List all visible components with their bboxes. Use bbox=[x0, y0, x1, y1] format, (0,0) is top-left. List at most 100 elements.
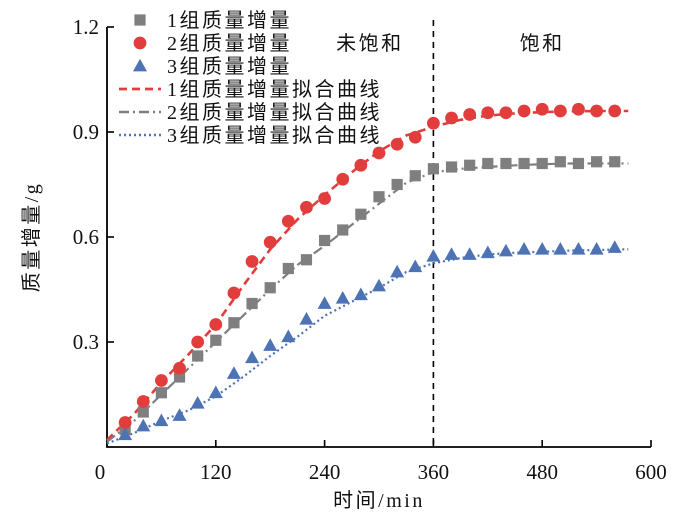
circle-marker bbox=[227, 286, 241, 300]
y-tick-label: 0.3 bbox=[73, 330, 99, 354]
legend-label: 3组质量增量 bbox=[167, 55, 292, 78]
x-axis-title: 时间/min bbox=[333, 489, 425, 512]
square-marker bbox=[427, 163, 439, 175]
circle-marker bbox=[209, 318, 223, 331]
y-tick-label: 0.6 bbox=[73, 225, 99, 249]
circle-marker bbox=[535, 102, 549, 116]
data-markers bbox=[118, 102, 622, 441]
legend-item-3: 3组质量增量 bbox=[133, 55, 292, 78]
square-marker bbox=[319, 234, 331, 247]
y-tick-label: 0.9 bbox=[73, 120, 99, 144]
triangle-marker bbox=[172, 408, 187, 421]
square-marker bbox=[246, 297, 258, 310]
legend-item-5: 2组质量增量拟合曲线 bbox=[119, 101, 380, 124]
series-1组质量增量 bbox=[119, 156, 621, 436]
triangle-marker bbox=[154, 413, 169, 427]
circle-marker bbox=[572, 102, 585, 116]
square-marker bbox=[137, 406, 149, 418]
x-tick-label: 240 bbox=[309, 460, 341, 484]
square-marker bbox=[210, 334, 222, 346]
circle-marker bbox=[336, 172, 350, 186]
triangle-marker bbox=[353, 287, 368, 301]
triangle-marker bbox=[335, 291, 350, 304]
circle-marker bbox=[118, 416, 132, 429]
legend-label: 2组质量增量 bbox=[167, 32, 292, 55]
square-marker bbox=[518, 157, 530, 170]
triangle-marker bbox=[498, 243, 513, 257]
circle-marker bbox=[191, 335, 205, 349]
triangle-marker bbox=[136, 418, 151, 432]
legend: 1组质量增量2组质量增量3组质量增量1组质量增量拟合曲线2组质量增量拟合曲线3组… bbox=[119, 9, 382, 147]
triangle-marker bbox=[535, 242, 550, 255]
legend-label: 3组质量增量拟合曲线 bbox=[167, 124, 382, 147]
y-axis-title: 质量增量/g bbox=[20, 182, 43, 293]
annotations: 未饱和 饱和 bbox=[336, 32, 562, 55]
circle-marker bbox=[263, 235, 277, 249]
square-marker bbox=[464, 159, 476, 171]
fit-curve-1 bbox=[106, 109, 629, 441]
fit-curve-2 bbox=[106, 162, 629, 443]
legend-square-icon bbox=[134, 14, 146, 26]
triangle-marker bbox=[281, 329, 296, 343]
circle-marker bbox=[173, 361, 186, 375]
square-marker bbox=[173, 371, 186, 383]
square-marker bbox=[300, 254, 313, 266]
triangle-marker bbox=[245, 350, 260, 364]
circle-marker bbox=[390, 137, 404, 151]
axes: 0 120 240 360 480 600 0.3 0.6 0.9 1.2 时间/min 质量增量/g bbox=[20, 15, 667, 512]
triangle-marker bbox=[408, 259, 423, 273]
circle-marker bbox=[463, 108, 477, 121]
square-marker bbox=[609, 156, 621, 168]
square-marker bbox=[337, 224, 349, 236]
circle-marker bbox=[372, 146, 386, 160]
legend-label: 1组质量增量拟合曲线 bbox=[167, 78, 382, 101]
circle-marker bbox=[408, 130, 422, 144]
triangle-marker bbox=[553, 242, 568, 255]
square-marker bbox=[554, 156, 566, 168]
square-marker bbox=[536, 157, 548, 170]
triangle-marker bbox=[299, 312, 314, 325]
square-marker bbox=[155, 387, 167, 399]
x-tick-label: 120 bbox=[200, 460, 232, 484]
triangle-marker bbox=[517, 242, 532, 255]
triangle-marker bbox=[190, 396, 205, 409]
square-marker bbox=[409, 170, 421, 182]
square-marker bbox=[591, 156, 603, 168]
circle-marker bbox=[354, 158, 368, 172]
triangle-marker bbox=[426, 249, 441, 262]
legend-item-2: 2组质量增量 bbox=[133, 32, 292, 55]
circle-marker bbox=[281, 214, 295, 228]
triangle-marker bbox=[462, 247, 477, 260]
legend-item-1: 1组质量增量 bbox=[134, 9, 290, 32]
circle-marker bbox=[318, 192, 331, 205]
triangle-marker bbox=[372, 278, 386, 292]
legend-item-4: 1组质量增量拟合曲线 bbox=[119, 78, 382, 101]
fit-curves bbox=[106, 109, 629, 445]
triangle-marker bbox=[226, 366, 241, 379]
square-marker bbox=[572, 157, 585, 170]
circle-marker bbox=[155, 374, 168, 387]
square-marker bbox=[355, 208, 367, 220]
triangle-marker bbox=[390, 264, 405, 278]
square-marker bbox=[228, 317, 240, 329]
triangle-marker bbox=[317, 296, 332, 309]
square-marker bbox=[282, 262, 294, 275]
legend-item-6: 3组质量增量拟合曲线 bbox=[119, 124, 382, 147]
square-marker bbox=[482, 157, 494, 170]
square-marker bbox=[264, 282, 276, 294]
square-marker bbox=[445, 161, 458, 173]
annotation-unsaturated: 未饱和 bbox=[336, 32, 404, 55]
circle-marker bbox=[481, 106, 495, 120]
triangle-marker bbox=[480, 245, 495, 259]
circle-marker bbox=[136, 395, 150, 408]
y-tick-label: 1.2 bbox=[73, 15, 99, 39]
square-marker bbox=[500, 157, 512, 170]
circle-marker bbox=[517, 104, 531, 118]
square-marker bbox=[373, 191, 385, 203]
circle-marker bbox=[427, 116, 440, 130]
legend-triangle-icon bbox=[133, 58, 147, 72]
triangle-marker bbox=[118, 427, 133, 441]
triangle-marker bbox=[263, 338, 278, 351]
circle-marker bbox=[553, 104, 567, 118]
